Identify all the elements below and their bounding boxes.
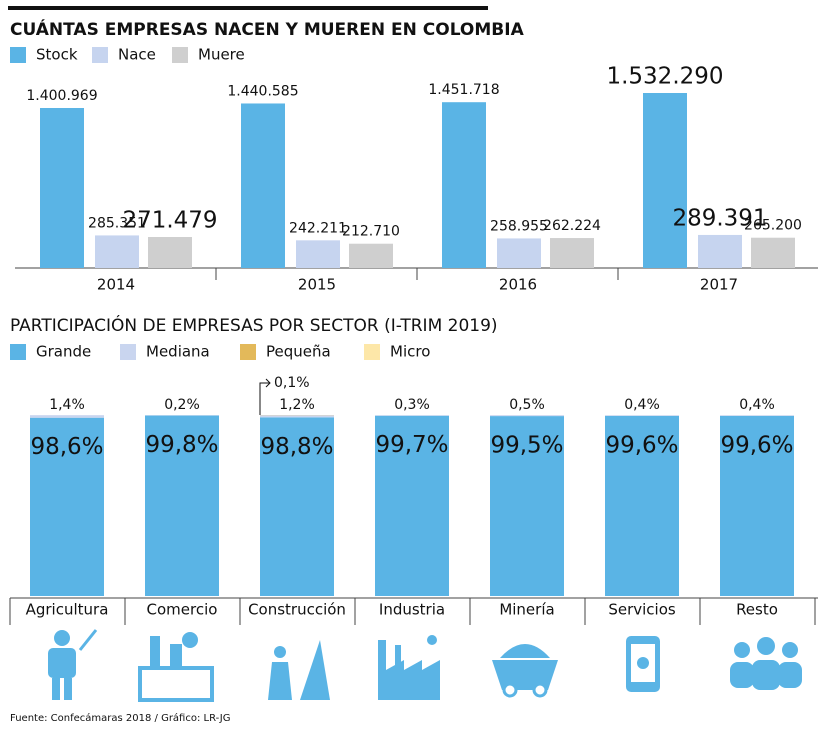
value-label: 0,4% xyxy=(739,397,775,413)
bar-segment xyxy=(490,416,564,596)
bar-segment xyxy=(720,415,794,596)
bar-segment xyxy=(605,415,679,416)
x-tick-label: 2014 xyxy=(97,276,135,294)
x-tick-label: Construcción xyxy=(248,601,346,619)
value-label: 1,2% xyxy=(279,397,315,413)
value-label: 0,4% xyxy=(624,397,660,413)
bar xyxy=(751,237,795,268)
bar xyxy=(296,240,340,268)
legend-label: Micro xyxy=(390,343,430,361)
bar xyxy=(442,102,486,268)
value-label: 285.351 xyxy=(88,215,146,231)
chart-title: PARTICIPACIÓN DE EMPRESAS POR SECTOR (I-… xyxy=(10,314,498,336)
bar-segment xyxy=(145,415,219,596)
value-label: 0,5% xyxy=(509,397,545,413)
x-tick-label: Industria xyxy=(379,601,445,619)
label-pointer xyxy=(259,378,271,415)
legend-swatch xyxy=(172,47,188,63)
bar-segment xyxy=(375,415,449,416)
value-label: 0,2% xyxy=(164,397,200,413)
x-tick-label: Servicios xyxy=(608,601,676,619)
x-tick-label: Agricultura xyxy=(26,601,109,619)
bar-segment xyxy=(260,417,334,596)
x-tick-label: 2016 xyxy=(499,276,537,294)
legend-label: Grande xyxy=(36,343,91,361)
legend-label: Mediana xyxy=(146,343,210,361)
value-label: 1,4% xyxy=(49,397,85,413)
bar xyxy=(550,238,594,268)
value-label: 212.710 xyxy=(342,224,400,240)
bar-segment xyxy=(375,415,449,596)
value-label: 99,6% xyxy=(720,432,793,458)
x-tick-label: 2015 xyxy=(298,276,336,294)
value-label: 99,6% xyxy=(605,432,678,458)
bar-segment xyxy=(30,415,104,418)
bar-segment xyxy=(260,415,334,418)
value-label: 289.391 xyxy=(672,205,767,231)
value-label: 1.440.585 xyxy=(227,83,298,99)
bar xyxy=(698,234,742,268)
bar xyxy=(148,236,192,268)
x-tick-label: Resto xyxy=(736,601,778,619)
value-label: 99,8% xyxy=(145,432,218,458)
bar-segment xyxy=(605,415,679,596)
bar-segment xyxy=(720,415,794,416)
bar xyxy=(349,243,393,268)
value-label: 98,8% xyxy=(260,434,333,460)
bar xyxy=(241,103,285,269)
value-label: 99,5% xyxy=(490,433,563,459)
legend-swatch xyxy=(10,344,26,360)
legend-label: Pequeña xyxy=(266,343,331,361)
value-label: 1.532.290 xyxy=(606,64,723,90)
bar xyxy=(643,93,687,268)
value-label: 0,1% xyxy=(274,375,310,391)
value-label: 242.211 xyxy=(289,220,347,236)
x-tick-label: 2017 xyxy=(700,276,738,294)
x-tick-label: Minería xyxy=(499,601,554,619)
title-rule xyxy=(8,6,488,10)
legend-swatch xyxy=(10,47,26,63)
legend-swatch xyxy=(92,47,108,63)
value-label: 265.200 xyxy=(744,218,802,234)
chart-title: CUÁNTAS EMPRESAS NACEN Y MUEREN EN COLOM… xyxy=(10,18,525,40)
legend-swatch xyxy=(364,344,380,360)
value-label: 262.224 xyxy=(543,218,601,234)
bar-segment xyxy=(490,415,564,417)
legend-label: Stock xyxy=(36,46,78,64)
value-label: 98,6% xyxy=(30,434,103,460)
legend-label: Muere xyxy=(198,46,245,64)
sector-icons xyxy=(48,629,802,702)
legend-swatch xyxy=(240,344,256,360)
bar xyxy=(95,235,139,268)
bar-segment xyxy=(30,417,104,596)
legend-swatch xyxy=(120,344,136,360)
value-label: 1.400.969 xyxy=(26,88,97,104)
bar xyxy=(40,107,84,268)
x-tick-label: Comercio xyxy=(147,601,218,619)
value-label: 258.955 xyxy=(490,218,548,234)
source-note: Fuente: Confecámaras 2018 / Gráfico: LR-… xyxy=(10,712,231,724)
legend-label: Nace xyxy=(118,46,156,64)
value-label: 271.479 xyxy=(122,207,217,233)
bar xyxy=(497,238,541,268)
value-label: 1.451.718 xyxy=(428,82,499,98)
value-label: 0,3% xyxy=(394,397,430,413)
value-label: 99,7% xyxy=(375,432,448,458)
